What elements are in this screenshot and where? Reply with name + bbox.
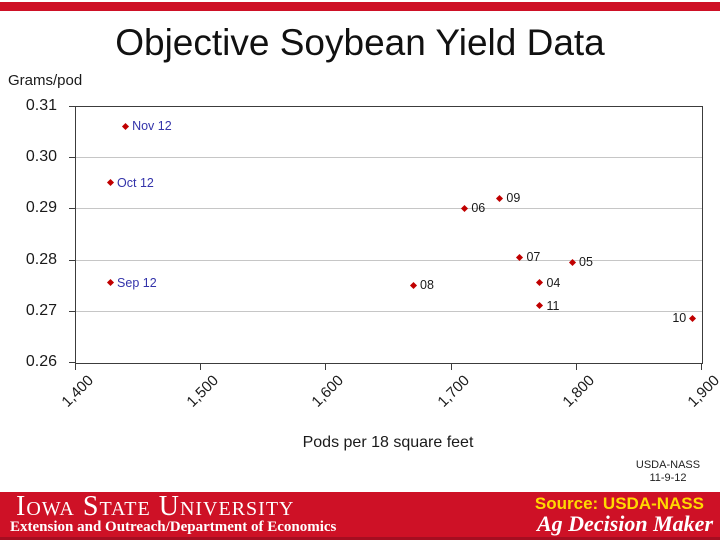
- y-tick-mark: [69, 310, 75, 312]
- y-tick-mark: [69, 362, 75, 363]
- data-point-label: 08: [420, 278, 434, 293]
- data-point-label: Sep 12: [117, 275, 157, 290]
- data-point-label: 11: [546, 298, 560, 313]
- data-point-label: 09: [506, 191, 521, 206]
- y-tick-label: 0.26: [25, 353, 57, 370]
- gridline: [76, 310, 702, 312]
- plot-area: [75, 106, 703, 364]
- data-point-label: 10: [672, 311, 687, 326]
- usda-note: USDA-NASS 11-9-12: [623, 459, 713, 485]
- usda-note-line1: USDA-NASS: [635, 459, 701, 471]
- isu-wordmark: Iowa State University: [16, 491, 295, 522]
- gridline: [76, 208, 702, 210]
- x-tick-label: 1,900: [684, 372, 720, 411]
- data-point-label: 04: [546, 275, 561, 290]
- x-tick-mark: [701, 364, 702, 370]
- y-axis-title: Grams/pod: [8, 72, 83, 89]
- x-tick-label: 1,800: [559, 372, 598, 411]
- source-text: Source: USDA-NASS: [534, 494, 704, 513]
- y-tick-label: 0.27: [25, 301, 57, 319]
- y-tick-mark: [69, 208, 75, 210]
- x-tick-label: 1,500: [183, 372, 223, 411]
- y-tick-mark: [69, 106, 75, 107]
- data-point-label: Oct 12: [117, 175, 154, 190]
- x-tick-mark: [325, 364, 327, 370]
- y-tick-label: 0.31: [25, 97, 57, 114]
- usda-note-line2: 11-9-12: [649, 472, 687, 484]
- data-point-label: Nov 12: [132, 119, 172, 134]
- isu-department: Extension and Outreach/Department of Eco…: [10, 519, 337, 535]
- top-accent-bar: [0, 2, 720, 11]
- x-axis-title: Pods per 18 square feet: [302, 434, 474, 451]
- x-tick-mark: [450, 364, 452, 370]
- y-tick-mark: [69, 157, 75, 159]
- y-tick-label: 0.29: [25, 199, 57, 217]
- footer-shade-line: [0, 537, 720, 540]
- data-point-label: 05: [579, 255, 593, 270]
- x-tick-mark: [575, 364, 577, 370]
- x-tick-mark: [75, 364, 76, 370]
- slide-title: Objective Soybean Yield Data: [115, 22, 605, 63]
- data-point-label: 06: [471, 201, 486, 216]
- x-tick-mark: [200, 364, 202, 370]
- y-tick-label: 0.30: [25, 148, 57, 166]
- gridline: [76, 157, 702, 159]
- x-tick-label: 1,400: [58, 372, 98, 411]
- y-tick-mark: [69, 259, 75, 261]
- y-tick-label: 0.28: [25, 250, 57, 268]
- ag-decision-maker-wordmark: Ag Decision Maker: [537, 511, 713, 536]
- x-tick-label: 1,700: [434, 372, 473, 411]
- gridline: [76, 259, 702, 261]
- footer-bar: Iowa State University Extension and Outr…: [0, 492, 720, 540]
- data-point-label: 07: [526, 250, 541, 265]
- x-tick-label: 1,600: [308, 372, 348, 411]
